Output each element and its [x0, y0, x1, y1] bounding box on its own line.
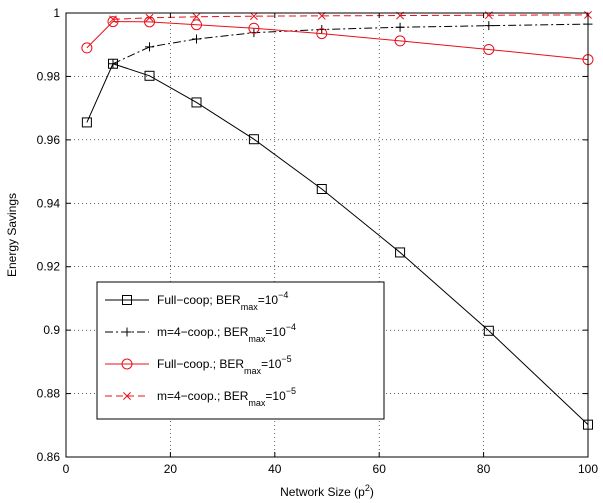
x-tick-label: 60 [373, 462, 387, 476]
series-4-point [249, 12, 258, 21]
legend-label-sub: max [248, 334, 266, 344]
series-layer [81, 10, 594, 430]
legend-label-main: m=4−coop.; BER [157, 389, 249, 403]
y-tick-label: 0.94 [37, 196, 61, 210]
legend-label-sup: −5 [286, 386, 296, 396]
x-axis-label-main: Network Size (p [280, 485, 365, 499]
series-1-point [395, 247, 406, 258]
y-axis-label: Energy Savings [5, 193, 19, 277]
legend-label-eq: =10 [258, 293, 279, 307]
plot-frame [65, 12, 589, 458]
x-axis-label: Network Size (p2) [280, 483, 374, 499]
x-tick-label: 20 [164, 462, 178, 476]
y-tick-label: 0.9 [43, 323, 60, 337]
legend: Full−coop; BERmax=10−4m=4−coop.; BERmax=… [96, 281, 385, 420]
x-tick-label: 100 [578, 462, 598, 476]
legend-marker-3 [121, 358, 133, 370]
legend-label-main: m=4−coop.; BER [157, 325, 249, 339]
x-axis-label-end: ) [370, 485, 374, 499]
series-4-point [109, 15, 117, 24]
series-3-point [483, 43, 495, 55]
series-4-point [192, 12, 201, 21]
legend-label-sub: max [241, 302, 259, 312]
series-2-point [145, 42, 155, 52]
series-2-point [484, 21, 494, 31]
series-1-point [316, 184, 327, 195]
series-2-point [192, 34, 201, 44]
legend-label-eq: =10 [265, 389, 286, 403]
series-1-line [86, 63, 589, 426]
series-2-point [108, 59, 118, 69]
legend-label-4: m=4−coop.; BERmax=10−5 [157, 386, 296, 408]
y-tick-label: 1 [53, 6, 60, 20]
legend-label-sub: max [244, 366, 262, 376]
legend-label-1: Full−coop; BERmax=10−4 [157, 290, 288, 312]
series-1-point [81, 117, 92, 128]
y-tick-label: 0.86 [37, 450, 61, 464]
legend-label-eq: =10 [261, 357, 282, 371]
series-3-point [107, 16, 119, 28]
legend-label-sup: −4 [286, 322, 296, 332]
series-1-point [248, 134, 259, 145]
series-3-point [394, 35, 406, 47]
series-3-line [86, 21, 589, 61]
ticks [65, 12, 589, 458]
tick-labels: 0 20 40 60 80 100 0.86 0.88 0.9 0.92 0.94 0.96 0.98 1 [37, 6, 599, 476]
series-2-point [395, 22, 405, 32]
series-3 [81, 16, 594, 66]
series-3-point [316, 28, 328, 40]
legend-label-sub: max [248, 398, 266, 408]
series-4-line [112, 14, 589, 20]
legend-label-sup: −4 [278, 290, 288, 300]
series-1-point [144, 70, 155, 81]
series-4-point [145, 13, 154, 22]
x-tick-label: 0 [63, 462, 70, 476]
series-3-point [191, 19, 202, 31]
series-3-point [144, 16, 156, 28]
series-1-point [483, 325, 494, 336]
series-1-point [191, 97, 202, 108]
legend-label-main: Full−coop.; BER [157, 357, 244, 371]
legend-label-main: Full−coop; BER [157, 293, 241, 307]
series-3-point [248, 22, 260, 34]
y-tick-label: 0.88 [37, 387, 61, 401]
legend-marker-1 [122, 295, 132, 305]
x-axis-label-sup: 2 [365, 483, 370, 493]
legend-label-2: m=4−coop.; BERmax=10−4 [157, 322, 296, 344]
legend-label-sup: −5 [281, 354, 291, 364]
series-3-point [81, 42, 93, 54]
y-tick-label: 0.98 [37, 69, 61, 83]
x-tick-label: 40 [268, 462, 282, 476]
legend-marker-4 [123, 392, 131, 400]
legend-label-3: Full−coop.; BERmax=10−5 [157, 354, 292, 376]
legend-label-eq: =10 [265, 325, 286, 339]
x-tick-label: 80 [477, 462, 491, 476]
y-tick-label: 0.96 [37, 133, 61, 147]
legend-marker-2 [122, 327, 132, 337]
y-tick-label: 0.92 [37, 260, 61, 274]
